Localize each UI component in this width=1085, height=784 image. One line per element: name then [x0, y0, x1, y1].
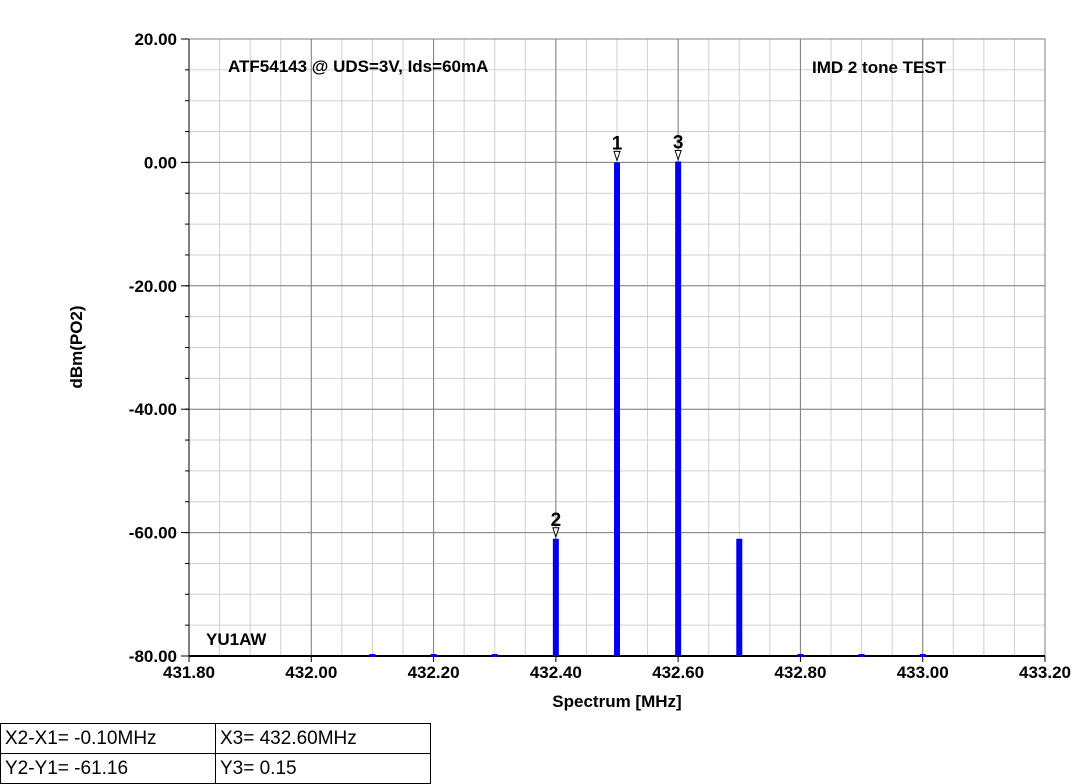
- spectrum-bar: [614, 162, 620, 656]
- x-axis-label: Spectrum [MHz]: [552, 692, 681, 711]
- x-tick-label: 433.00: [897, 663, 949, 682]
- readout-row: Y2-Y1= -61.16 Y3= 0.15: [0, 753, 431, 784]
- spectrum-bar: [858, 654, 865, 657]
- spectrum-bar: [552, 538, 559, 656]
- delta-y-readout: Y2-Y1= -61.16: [0, 753, 216, 784]
- x-tick-label: 433.20: [1019, 663, 1071, 682]
- marker-label: 1: [612, 133, 623, 154]
- marker-label: 3: [673, 132, 684, 153]
- y-tick-label: 0.00: [144, 153, 177, 172]
- x-tick-label: 432.60: [652, 663, 704, 682]
- y-tick-label: -80.00: [129, 647, 177, 666]
- marker3-y-readout: Y3= 0.15: [215, 753, 431, 784]
- y-tick-label: -60.00: [129, 524, 177, 543]
- marker-arrow: [613, 150, 621, 162]
- x-tick-label: 431.80: [163, 663, 215, 682]
- readout-row: X2-X1= -0.10MHz X3= 432.60MHz: [0, 723, 431, 754]
- spectrum-bar: [736, 538, 743, 656]
- y-axis-label: dBm(PO2): [67, 305, 86, 388]
- y-tick-labels: 20.00 0.00 -20.00 -40.00 -60.00 -80.00: [129, 30, 177, 666]
- spectrum-bar: [797, 654, 804, 657]
- chart-markers: 1 2 3: [551, 132, 684, 539]
- marker-label: 2: [551, 510, 562, 531]
- y-tick-label: 20.00: [134, 30, 177, 49]
- spectrum-bars: [369, 161, 926, 657]
- marker-arrow: [674, 149, 682, 162]
- x-tick-label: 432.00: [285, 663, 337, 682]
- marker-arrow: [552, 527, 560, 539]
- spectrum-bar: [491, 654, 498, 657]
- spectrum-bar: [919, 654, 926, 657]
- spectrum-bar: [430, 654, 437, 657]
- y-tick-label: -40.00: [129, 400, 177, 419]
- marker-readout-table: X2-X1= -0.10MHz X3= 432.60MHz Y2-Y1= -61…: [0, 723, 431, 784]
- chart-subtitle: ATF54143 @ UDS=3V, Ids=60mA: [228, 57, 488, 76]
- marker3-x-readout: X3= 432.60MHz: [215, 723, 431, 754]
- x-tick-label: 432.40: [530, 663, 582, 682]
- y-tick-label: -20.00: [129, 277, 177, 296]
- spectrum-bar: [675, 161, 682, 657]
- x-tick-labels: 431.80 432.00 432.20 432.40 432.60 432.80 433.…: [163, 663, 1071, 682]
- x-tick-label: 432.80: [774, 663, 826, 682]
- spectrum-chart: 1 2 3 431.80 432.00 432.20 432.40 432.60 432.80…: [67, 30, 1071, 711]
- author-label: YU1AW: [206, 630, 267, 649]
- chart-title: IMD 2 tone TEST: [812, 58, 947, 77]
- delta-x-readout: X2-X1= -0.10MHz: [0, 723, 216, 754]
- spectrum-bar: [369, 654, 376, 657]
- x-tick-label: 432.20: [408, 663, 460, 682]
